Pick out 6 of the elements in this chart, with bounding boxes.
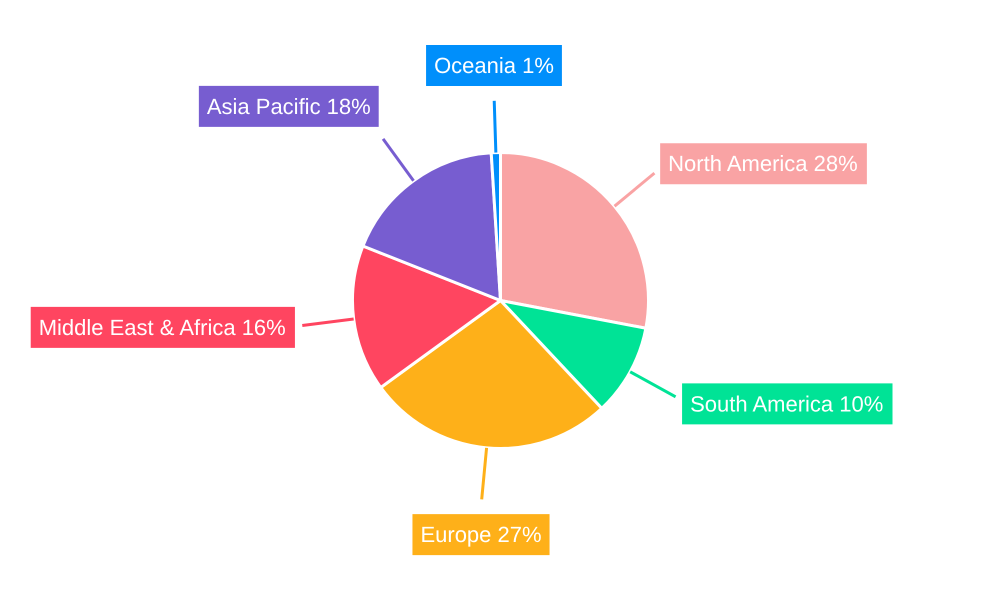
slice-label: Oceania 1% xyxy=(434,53,554,78)
slice-label: Middle East & Africa 16% xyxy=(38,314,286,340)
slice-label: Europe 27% xyxy=(420,522,542,548)
slice-label: South America 10% xyxy=(690,391,884,416)
slice-label: Asia Pacific 18% xyxy=(206,94,371,119)
slice-label: North America 28% xyxy=(668,151,858,176)
